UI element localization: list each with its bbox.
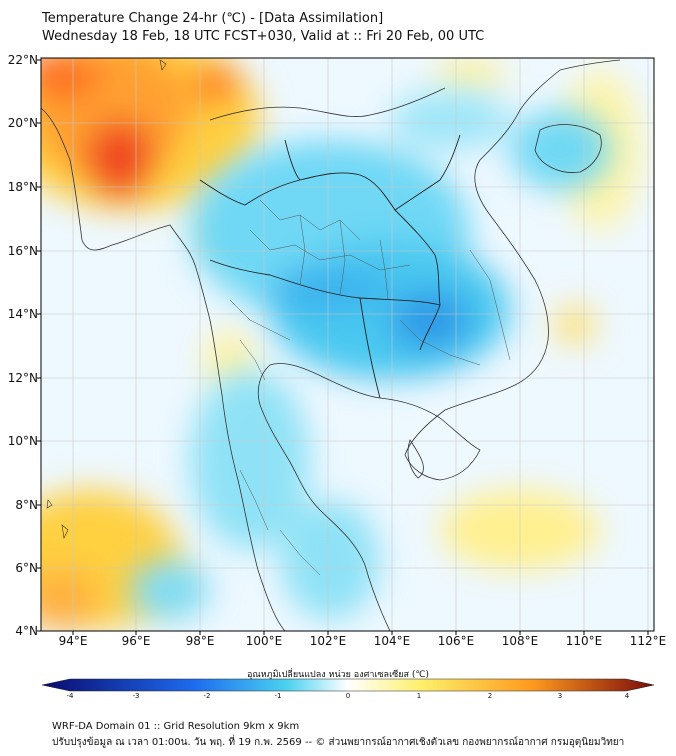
map-frame xyxy=(40,57,655,632)
lon-label: 112°E xyxy=(629,634,667,648)
lon-label: 96°E xyxy=(121,634,151,648)
lon-label: 108°E xyxy=(501,634,539,648)
lat-label: 8°N xyxy=(15,498,38,512)
colorbar-strip xyxy=(41,678,655,692)
colorbar xyxy=(41,678,655,692)
map-subtitle: Wednesday 18 Feb, 18 UTC FCST+030, Valid… xyxy=(42,29,485,44)
lat-label: 20°N xyxy=(7,116,38,130)
lat-label: 12°N xyxy=(7,371,38,385)
lon-label: 94°E xyxy=(58,634,88,648)
lon-label: 98°E xyxy=(185,634,215,648)
lat-label: 6°N xyxy=(15,561,38,575)
temperature-map xyxy=(37,57,655,635)
lon-label: 110°E xyxy=(565,634,603,648)
footer-update-info: ปรับปรุงข้อมูล ณ เวลา 01:00น. วัน พฤ. ที… xyxy=(52,737,625,748)
colorbar-tick: -4 xyxy=(66,692,74,700)
colorbar-tick: -2 xyxy=(203,692,211,700)
lon-label: 104°E xyxy=(373,634,411,648)
lat-label: 16°N xyxy=(7,244,38,258)
graticule xyxy=(41,58,654,631)
colorbar-tick: 1 xyxy=(416,692,422,700)
lat-label: 14°N xyxy=(7,307,38,321)
map-title: Temperature Change 24-hr (℃) - [Data Ass… xyxy=(42,11,384,26)
provinces xyxy=(229,199,511,576)
lon-label: 100°E xyxy=(245,634,283,648)
coastlines xyxy=(41,59,621,631)
map-area xyxy=(37,57,655,635)
islands xyxy=(46,59,167,539)
colorbar-tick: 4 xyxy=(624,692,630,700)
lat-label: 4°N xyxy=(15,624,38,638)
lat-label: 22°N xyxy=(7,53,38,67)
colorbar-title: อุณหภูมิเปลี่ยนแปลง หน่วย องศาเซลเซียส (… xyxy=(246,670,430,680)
borders xyxy=(199,134,461,399)
footer-model-info: WRF-DA Domain 01 :: Grid Resolution 9km … xyxy=(52,721,300,732)
lon-label: 102°E xyxy=(309,634,347,648)
warm-field xyxy=(41,58,640,630)
colorbar-tick: 2 xyxy=(487,692,493,700)
lat-label: 18°N xyxy=(7,180,38,194)
colorbar-tick: 3 xyxy=(557,692,563,700)
colorbar-tick: -3 xyxy=(132,692,140,700)
lat-label: 10°N xyxy=(7,434,38,448)
colorbar-tick: 0 xyxy=(345,692,351,700)
lon-label: 106°E xyxy=(437,634,475,648)
colorbar-tick: -1 xyxy=(274,692,282,700)
axis-ticks xyxy=(37,59,649,635)
